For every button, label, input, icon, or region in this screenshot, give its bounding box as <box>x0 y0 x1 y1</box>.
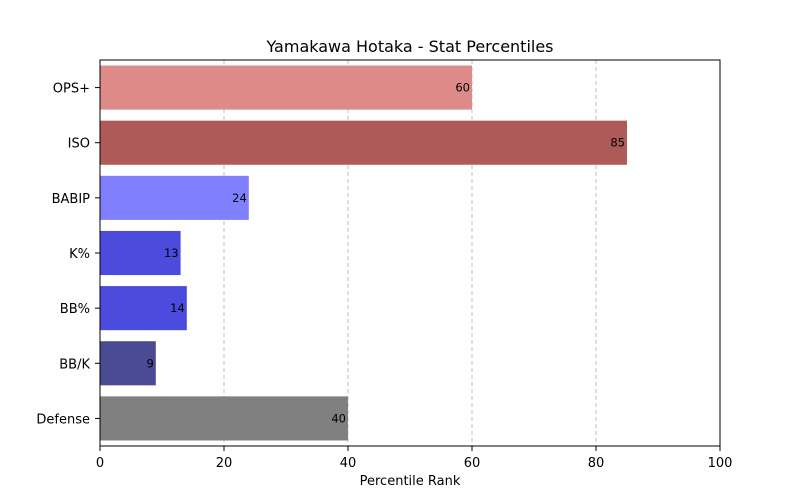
x-tick-label: 80 <box>588 456 605 471</box>
y-tick-label: BB% <box>60 302 90 317</box>
y-tick-label: ISO <box>68 137 90 152</box>
bar-ISO <box>100 120 627 165</box>
y-tick-label: BABIP <box>52 192 91 207</box>
bar-BB/K <box>100 341 156 386</box>
x-tick-label: 100 <box>708 456 733 471</box>
y-tick-label: OPS+ <box>53 82 90 97</box>
y-tick-label: BB/K <box>59 357 90 372</box>
bar-K% <box>100 230 181 276</box>
y-tick-label: K% <box>69 247 90 262</box>
bar-value-label: 85 <box>610 136 625 150</box>
x-tick-label: 20 <box>216 456 233 471</box>
x-tick-label: 40 <box>340 456 357 471</box>
bar-value-label: 60 <box>455 81 470 95</box>
bar-value-label: 13 <box>164 246 179 260</box>
bar-value-label: 40 <box>331 411 346 425</box>
bar-value-label: 9 <box>146 356 153 370</box>
bar-value-label: 14 <box>170 301 185 315</box>
chart-title: Yamakawa Hotaka - Stat Percentiles <box>265 37 553 56</box>
bar-OPS+ <box>100 65 472 110</box>
bar-BABIP <box>100 175 249 220</box>
x-tick-label: 60 <box>464 456 481 471</box>
y-tick-label: Defense <box>36 412 90 427</box>
bars: 60 85 24 13 14 9 40 <box>100 65 627 441</box>
bar-BB% <box>100 286 187 331</box>
y-axis: OPS+ ISO BABIP K% BB% BB/K Defense <box>36 82 100 427</box>
x-tick-label: 0 <box>96 456 104 471</box>
gridlines <box>223 60 597 446</box>
x-axis: 0 20 40 60 80 100 <box>96 446 733 471</box>
bar-value-label: 24 <box>232 191 247 205</box>
x-axis-title: Percentile Rank <box>360 474 461 489</box>
plot-frame <box>99 59 721 447</box>
bar-Defense <box>100 396 348 441</box>
